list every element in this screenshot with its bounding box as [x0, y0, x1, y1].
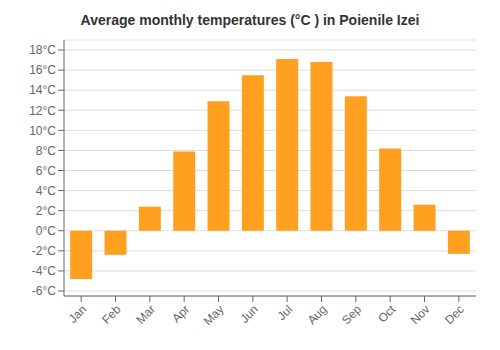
svg-text:Oct: Oct	[375, 302, 399, 326]
svg-text:Sep: Sep	[339, 302, 364, 327]
svg-text:Aug: Aug	[305, 302, 330, 327]
svg-text:18°C: 18°C	[29, 43, 56, 57]
svg-text:10°C: 10°C	[29, 124, 56, 138]
svg-text:8°C: 8°C	[36, 144, 56, 158]
svg-text:14°C: 14°C	[29, 83, 56, 97]
svg-text:Jul: Jul	[275, 302, 296, 323]
svg-text:16°C: 16°C	[29, 63, 56, 77]
svg-text:4°C: 4°C	[36, 184, 56, 198]
svg-text:May: May	[201, 302, 227, 328]
svg-text:Jan: Jan	[66, 302, 90, 326]
svg-text:Nov: Nov	[408, 302, 433, 327]
svg-text:-6°C: -6°C	[32, 284, 56, 298]
svg-text:-2°C: -2°C	[32, 244, 56, 258]
svg-text:Dec: Dec	[442, 302, 467, 327]
svg-text:2°C: 2°C	[36, 204, 56, 218]
svg-text:Apr: Apr	[169, 302, 192, 325]
svg-text:Jun: Jun	[237, 302, 261, 326]
svg-text:12°C: 12°C	[29, 104, 56, 118]
svg-text:Mar: Mar	[133, 302, 158, 327]
svg-text:0°C: 0°C	[36, 224, 56, 238]
svg-text:Feb: Feb	[99, 302, 124, 327]
svg-text:-4°C: -4°C	[32, 264, 56, 278]
svg-text:6°C: 6°C	[36, 164, 56, 178]
html-text:Average monthly temperatures (: Average monthly temperatures (°C ) in Po…	[80, 12, 420, 28]
